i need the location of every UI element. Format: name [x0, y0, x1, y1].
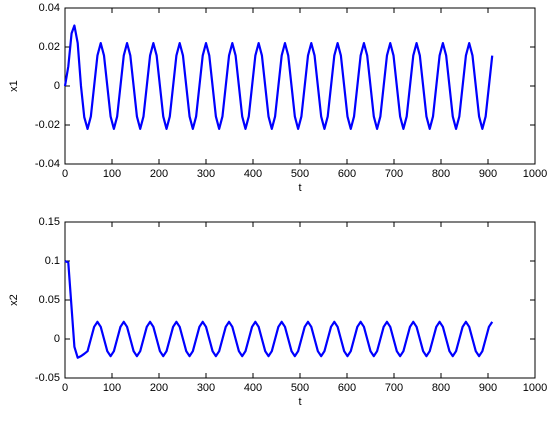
x-tick-label: 600 [338, 168, 356, 180]
y-tick-label: 0 [54, 80, 60, 92]
data-line [64, 260, 494, 359]
x-tick-label: 600 [338, 382, 356, 394]
x-tick-label: 400 [244, 168, 262, 180]
y-tick-label: 0.04 [39, 2, 60, 14]
x-tick-label: 300 [197, 168, 215, 180]
y-axis-label: x1 [8, 80, 20, 92]
x-tick-label: 1000 [523, 168, 547, 180]
axes-box [64, 7, 536, 165]
x-tick-label: 500 [291, 168, 309, 180]
x-tick-label: 200 [150, 382, 168, 394]
x-tick-label: 500 [291, 382, 309, 394]
y-tick-label: -0.02 [35, 119, 60, 131]
x-tick-label: 0 [62, 168, 68, 180]
y-axis-label: x2 [8, 294, 20, 306]
data-line [63, 24, 494, 130]
y-tick-label: 0.15 [39, 216, 60, 228]
y-tick-label: -0.05 [35, 372, 60, 384]
x-tick-label: 800 [432, 382, 450, 394]
x-tick-label: 900 [479, 168, 497, 180]
x-axis-label: t [298, 182, 301, 194]
x-tick-label: 700 [385, 382, 403, 394]
y-tick-label: 0 [54, 333, 60, 345]
x-tick-label: 100 [103, 382, 121, 394]
y-tick-label: 0.1 [45, 255, 60, 267]
x-tick-label: 900 [479, 382, 497, 394]
x-tick-label: 400 [244, 382, 262, 394]
x-tick-label: 200 [150, 168, 168, 180]
y-tick-label: -0.04 [35, 158, 60, 170]
x-tick-label: 0 [62, 382, 68, 394]
x-tick-label: 800 [432, 168, 450, 180]
y-tick-label: 0.05 [39, 294, 60, 306]
x-axis-label: t [298, 396, 301, 408]
x-tick-label: 300 [197, 382, 215, 394]
x-tick-label: 100 [103, 168, 121, 180]
x-tick-label: 1000 [523, 382, 547, 394]
x-tick-label: 700 [385, 168, 403, 180]
y-tick-label: 0.02 [39, 41, 60, 53]
